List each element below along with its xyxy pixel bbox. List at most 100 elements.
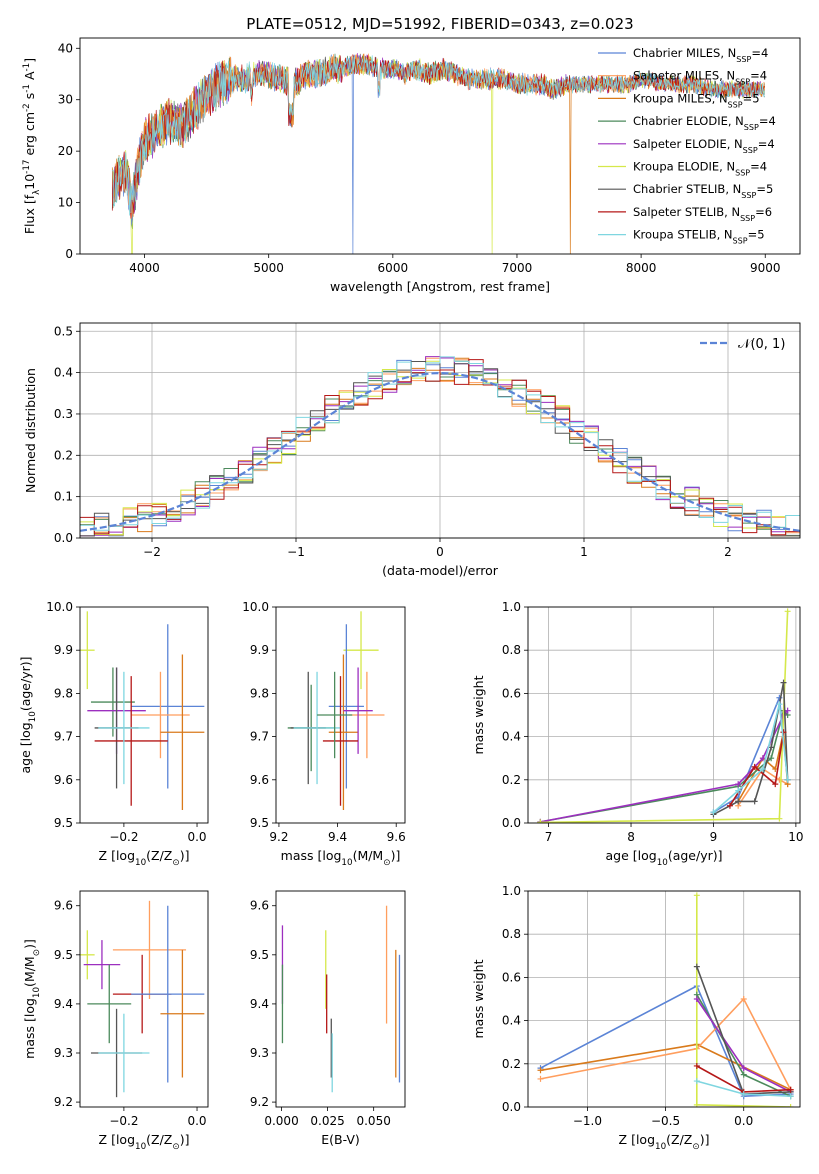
y-axis-label: mass weight [471, 675, 486, 754]
y-tick-label: 0.3 [54, 407, 73, 421]
y-tick-label: 10.0 [46, 600, 73, 614]
axes-frame [79, 37, 801, 255]
plot-area [80, 356, 800, 537]
y-tick-label: 9.4 [54, 997, 73, 1011]
x-tick-label: 0 [436, 545, 444, 559]
x-tick-label: 0.0 [187, 830, 206, 844]
x-tick-label: 0.000 [264, 1114, 298, 1128]
x-tick-label: 9.2 [269, 830, 288, 844]
weight-marker [740, 1065, 747, 1072]
y-tick-label: 1.0 [502, 600, 521, 614]
weight-marker [751, 763, 758, 770]
plot-area [537, 892, 794, 1107]
x-tick-label: 9.6 [387, 830, 406, 844]
x-tick-label: 4000 [129, 261, 160, 275]
y-tick-label: 0.4 [502, 1014, 521, 1028]
weight-marker [693, 1078, 700, 1085]
y-tick-label: 20 [58, 144, 73, 158]
legend: 𝒩(0, 1) [700, 337, 785, 352]
axes-frame [275, 606, 406, 824]
axes-frame [527, 606, 801, 824]
weight-marker [787, 1093, 794, 1100]
weight-marker [784, 776, 791, 783]
y-tick-label: 9.9 [54, 643, 73, 657]
y-tick-label: 0.6 [502, 970, 521, 984]
y-tick-label: 9.4 [250, 997, 269, 1011]
x-tick-label: 10 [788, 830, 803, 844]
y-tick-label: 9.2 [54, 1095, 73, 1109]
axes-age_vs_Z: −0.2 0.0 9.5 9.6 9.7 9.8 9.9 10.0 Z [log10(Z/Z⊙)… [18, 600, 209, 868]
y-tick-label: 0.2 [502, 1057, 521, 1071]
axes-spectrum: 4000 5000 6000 7000 8000 9000 0 10 20 30 40 wavelen… [22, 15, 801, 294]
y-tick-label: 0.5 [54, 324, 73, 338]
weight-marker [787, 1086, 794, 1093]
weight-marker [740, 1071, 747, 1078]
y-tick-label: 1.0 [502, 884, 521, 898]
x-tick-label: 7000 [502, 261, 533, 275]
axes-residuals: −2 −1 0 1 2 0.0 0.1 0.2 0.3 0.4 0.5 (data-model)/er… [23, 322, 801, 578]
plot-area [80, 900, 205, 1098]
x-axis-label: Z [log10(Z/Z⊙)] [99, 848, 190, 868]
y-tick-label: 9.2 [250, 1095, 269, 1109]
weight-marker [759, 766, 766, 772]
y-tick-label: 9.3 [54, 1046, 73, 1060]
axes-frame [79, 890, 209, 1108]
y-tick-label: 0.0 [502, 1100, 521, 1114]
weight-marker [776, 815, 783, 822]
y-tick-label: 10 [58, 196, 73, 210]
weight-marker [784, 608, 791, 615]
axes-weight_vs_Z: −1.0 −0.5 0.0 0.0 0.2 0.4 0.6 0.8 1.0 Z [log10(Z/… [471, 884, 801, 1152]
x-axis-label: mass [log10(M/M⊙)] [281, 848, 401, 868]
y-tick-label: 0.4 [54, 366, 73, 380]
weight-marker [784, 707, 791, 714]
x-axis-label: E(B-V) [321, 1132, 360, 1147]
axes-weight_vs_age: 7 8 9 10 0.0 0.2 0.4 0.6 0.8 1.0 age [log10(age/yr… [471, 600, 804, 868]
y-axis-label: mass weight [471, 959, 486, 1038]
y-tick-label: 10.0 [242, 600, 269, 614]
normal-reference-curve [80, 371, 800, 532]
x-tick-label: 0.0 [734, 1114, 753, 1128]
x-axis-label: wavelength [Angstrom, rest frame] [330, 279, 550, 294]
y-tick-label: 9.5 [250, 948, 269, 962]
x-tick-label: 0.0 [187, 1114, 206, 1128]
plot-area [537, 608, 791, 823]
x-tick-label: 0.050 [356, 1114, 390, 1128]
y-axis-label: Normed distribution [23, 368, 38, 493]
y-tick-label: 0.4 [502, 730, 521, 744]
y-tick-label: 9.5 [54, 948, 73, 962]
legend-label: Salpeter STELIB, NSSP=6 [633, 205, 772, 223]
y-tick-label: 9.3 [250, 1046, 269, 1060]
weight-marker [787, 1104, 794, 1107]
weight-marker [537, 1067, 544, 1074]
y-tick-label: 9.6 [54, 773, 73, 787]
y-tick-label: 9.5 [250, 816, 269, 830]
y-tick-label: 30 [58, 93, 73, 107]
axes-mass_vs_ebv: 0.000 0.025 0.050 9.2 9.3 9.4 9.5 9.6 E(B-V) [250, 890, 406, 1147]
chart-title: PLATE=0512, MJD=51992, FIBERID=0343, z=0… [246, 15, 633, 33]
weight-marker [780, 729, 787, 736]
x-tick-label: 1 [580, 545, 588, 559]
weight-marker [772, 781, 779, 788]
y-tick-label: 0.8 [502, 927, 521, 941]
axes-frame [79, 606, 209, 824]
y-tick-label: 9.8 [250, 686, 269, 700]
legend-label: Kroupa STELIB, NSSP=5 [633, 228, 765, 246]
x-tick-label: −1.0 [573, 1114, 602, 1128]
x-axis-label: Z [log10(Z/Z⊙)] [99, 1132, 190, 1152]
axes-frame [527, 890, 801, 1108]
y-tick-label: 9.5 [54, 816, 73, 830]
x-tick-label: −0.2 [109, 1114, 138, 1128]
legend-label: Chabrier ELODIE, NSSP=4 [633, 114, 776, 132]
y-axis-label: Flux [fλ10-17 erg cm-2 s-1 A-1] [22, 58, 42, 234]
legend: Chabrier MILES, NSSP=4 Salpeter MILES, NS… [598, 46, 776, 245]
weight-series-line [540, 611, 789, 823]
y-axis-label: age [log10(age/yr)] [18, 656, 38, 773]
y-tick-label: 9.6 [54, 899, 73, 913]
x-tick-label: 8 [627, 830, 635, 844]
y-tick-label: 9.7 [54, 730, 73, 744]
legend-label: Kroupa ELODIE, NSSP=4 [633, 160, 767, 178]
spectrum-series-line [111, 54, 766, 219]
weight-marker [735, 787, 742, 794]
plot-area [281, 905, 401, 1093]
